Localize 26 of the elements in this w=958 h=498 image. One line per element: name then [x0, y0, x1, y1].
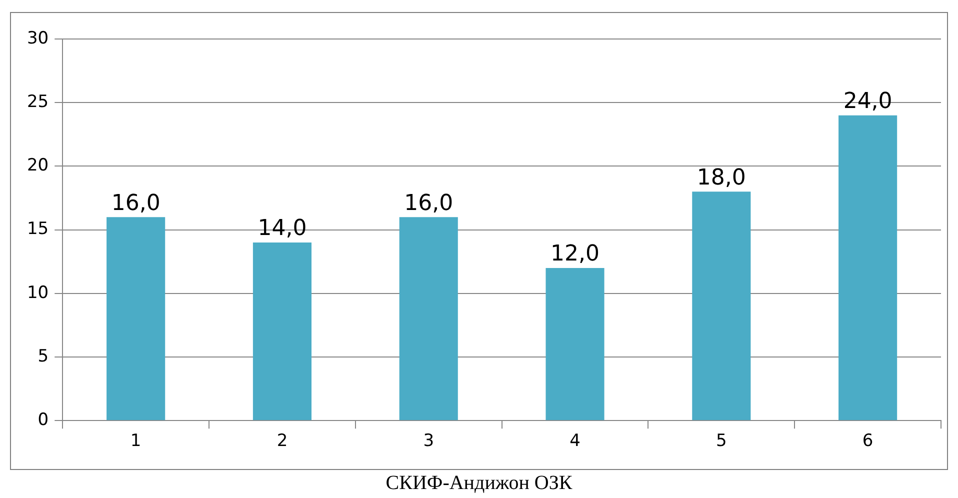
x-axis-title: СКИФ-Андижон ОЗК	[384, 472, 574, 495]
data-label: 16,0	[404, 190, 454, 216]
bar	[546, 268, 604, 420]
y-tick-label: 0	[38, 410, 49, 430]
bar	[106, 217, 166, 420]
x-tick-label: 1	[130, 431, 142, 452]
y-tick-label: 25	[26, 92, 49, 112]
y-tick-label: 5	[38, 346, 49, 366]
y-tick-label: 30	[26, 28, 49, 48]
x-tick-label: 6	[862, 431, 874, 452]
x-tick-label: 5	[716, 431, 727, 452]
data-label: 12,0	[550, 242, 600, 267]
y-tick-label: 20	[26, 156, 49, 176]
y-tick-label: 15	[26, 219, 49, 240]
data-label: 14,0	[258, 216, 307, 242]
bar	[399, 217, 458, 420]
x-tick-label: 2	[276, 431, 288, 452]
data-label: 24,0	[843, 89, 892, 114]
bar	[692, 192, 751, 420]
x-tick-label: 4	[570, 431, 580, 452]
data-label: 18,0	[696, 165, 746, 190]
bar	[838, 115, 898, 420]
y-tick-label: 10	[26, 282, 49, 303]
bar	[252, 242, 312, 420]
x-tick-label: 3	[423, 431, 434, 452]
data-label: 16,0	[111, 190, 160, 216]
